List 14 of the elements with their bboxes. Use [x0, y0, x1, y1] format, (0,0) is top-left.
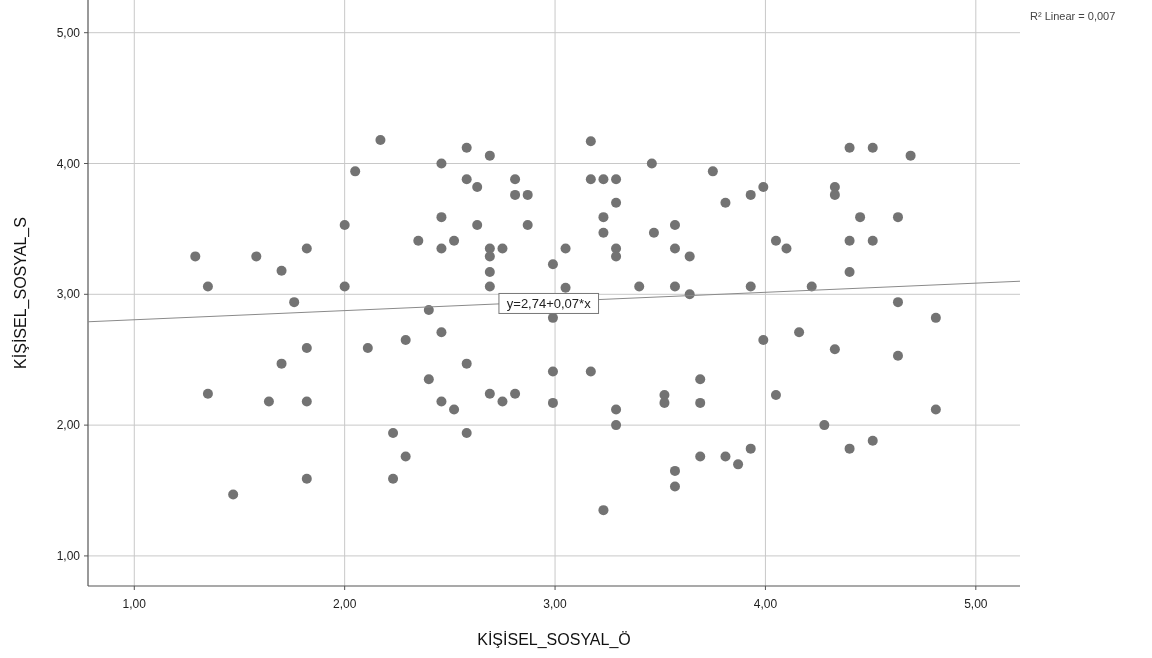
x-tick-label: 3,00	[543, 597, 568, 611]
x-tick-label: 5,00	[964, 597, 988, 611]
y-tick-label: 4,00	[56, 156, 81, 171]
x-axis-title: KİŞİSEL_SOSYAL_Ö	[477, 630, 631, 649]
y-axis-title: KİŞİSEL_SOSYAL_S	[11, 217, 30, 369]
y-tick-label: 1,00	[56, 548, 81, 563]
y-tick-label: 2,00	[56, 418, 81, 433]
x-tick-label: 1,00	[122, 597, 147, 611]
x-tick-label: 4,00	[753, 597, 778, 611]
y-tick-label: 3,00	[56, 287, 81, 302]
x-tick-label: 2,00	[332, 597, 357, 611]
text: R² Linear = 0,007	[1030, 10, 1116, 22]
y-tick-label: 5,00	[56, 25, 81, 40]
annotation: y=2,74+0,07*x	[506, 296, 592, 312]
